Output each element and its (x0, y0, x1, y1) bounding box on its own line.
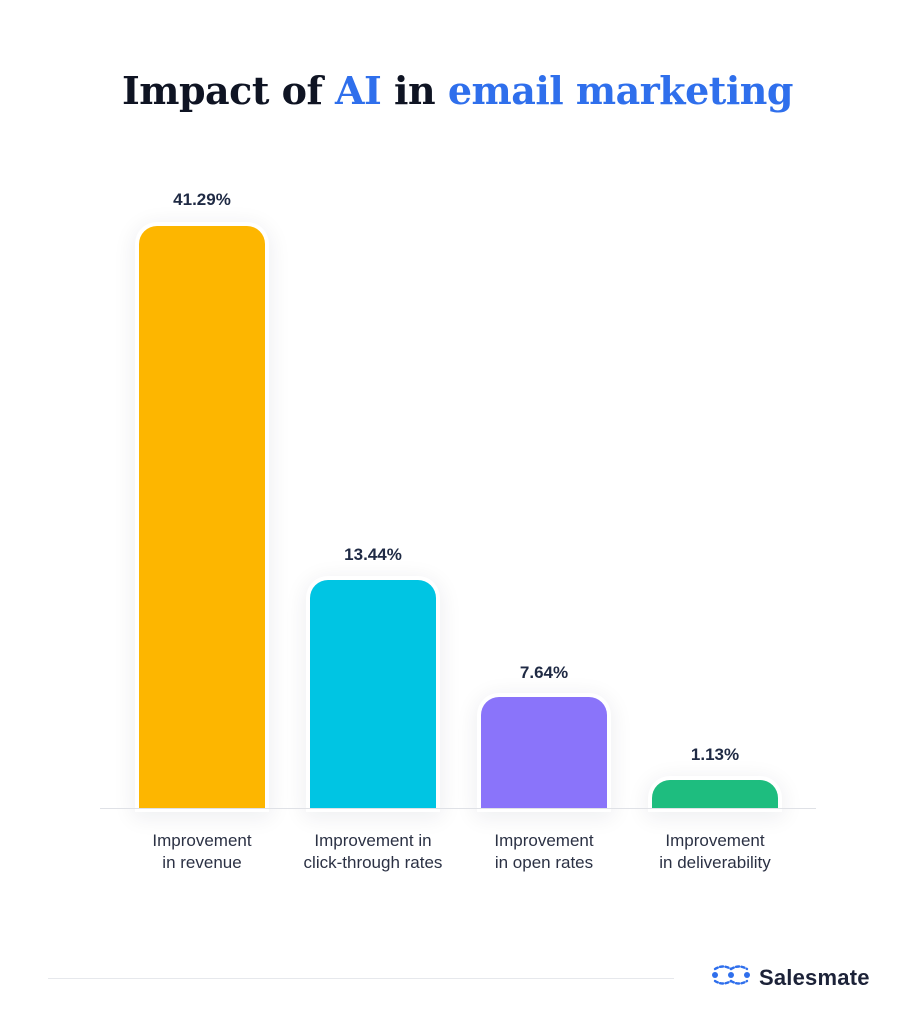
category-label-open-rates-line2: in open rates (494, 853, 594, 872)
bar-chart: 41.29% Improvement in revenue 13.44% Imp… (100, 190, 816, 874)
category-label-deliverability-line2: in deliverability (659, 853, 771, 872)
value-label-revenue: 41.29% (173, 190, 231, 209)
title-part-3: in (381, 68, 448, 113)
category-label-click-through-line1: Improvement in (314, 831, 432, 850)
title-accent-ai: AI (335, 68, 382, 113)
title-part-1: Impact of (122, 68, 336, 113)
value-label-open-rates: 7.64% (519, 663, 569, 682)
salesmate-logo: Salesmate (711, 964, 870, 991)
category-label-revenue-line2: in revenue (162, 853, 242, 872)
footer-divider (48, 978, 674, 979)
bar-deliverability (652, 780, 778, 808)
value-label-deliverability: 1.13% (690, 745, 740, 764)
bar-revenue (139, 226, 265, 808)
category-label-deliverability: Improvement in deliverability (620, 830, 810, 874)
category-label-click-through: Improvement in click-through rates (278, 830, 468, 874)
bar-open-rates (481, 697, 607, 808)
x-axis-baseline (100, 808, 816, 809)
category-label-revenue-line1: Improvement (152, 831, 252, 850)
salesmate-brand-name: Salesmate (759, 964, 870, 990)
category-label-revenue: Improvement in revenue (107, 830, 297, 874)
category-label-click-through-line2: click-through rates (303, 853, 443, 872)
category-label-open-rates: Improvement in open rates (449, 830, 639, 874)
salesmate-logo-icon (711, 964, 751, 991)
bar-click-through (310, 580, 436, 808)
category-label-open-rates-line1: Improvement (494, 831, 594, 850)
value-label-click-through: 13.44% (344, 545, 402, 564)
category-label-deliverability-line1: Improvement (665, 831, 765, 850)
title-accent-email-marketing: email marketing (447, 68, 794, 113)
chart-title: Impact of AI in email marketing (0, 68, 915, 113)
